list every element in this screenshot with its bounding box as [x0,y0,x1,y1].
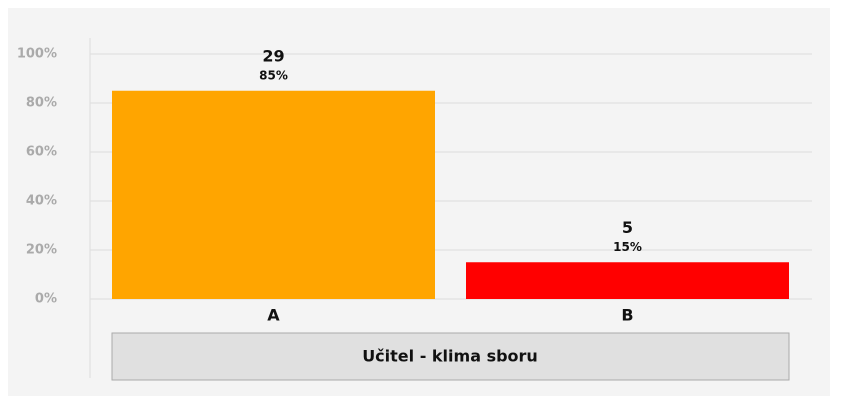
count-label: 29 [262,46,284,65]
x-tick-label: A [267,306,280,325]
y-tick-label: 80% [26,96,57,111]
count-label: 5 [622,218,633,237]
bar [466,262,789,299]
value-label: 85% [259,68,288,82]
title-box [111,332,790,381]
y-tick-label: 0% [35,292,57,307]
y-tick-label: 20% [26,243,57,258]
value-label: 15% [613,240,642,254]
y-tick-label: 40% [26,194,57,209]
y-tick-label: 100% [17,47,57,62]
y-tick-label: 60% [26,145,57,160]
chart-title: Učitel - klima sboru [362,347,538,366]
bar [112,90,435,299]
x-tick-label: B [621,306,633,325]
